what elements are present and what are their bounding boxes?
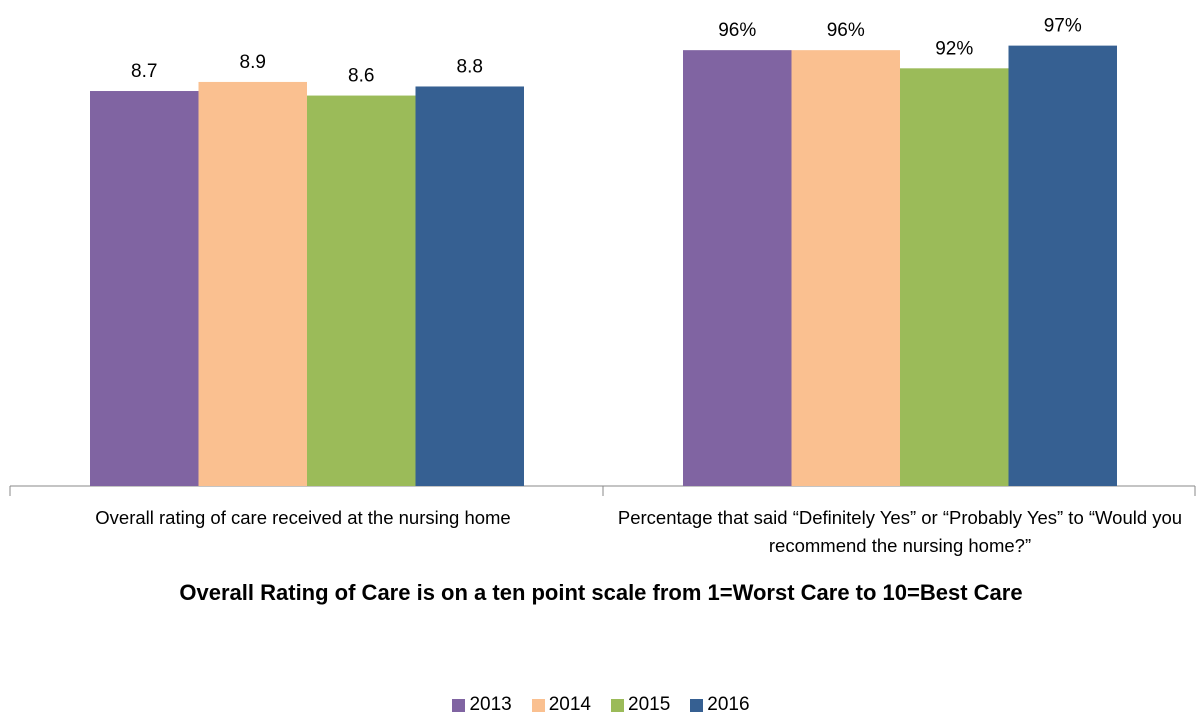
bar [791, 50, 900, 486]
legend-label: 2015 [628, 694, 671, 715]
legend-swatch [531, 698, 545, 712]
bar [307, 95, 416, 486]
data-label: 8.8 [457, 56, 483, 77]
legend-label: 2014 [548, 694, 591, 715]
legend-swatch [452, 698, 466, 712]
legend-swatch [690, 698, 704, 712]
bar [415, 86, 524, 486]
data-label: 96% [827, 20, 865, 41]
caption: Overall Rating of Care is on a ten point… [179, 580, 1023, 605]
bar [90, 91, 199, 487]
legend-label: 2016 [707, 694, 750, 715]
data-label: 92% [935, 38, 973, 59]
data-label: 8.6 [348, 66, 374, 87]
legend-swatch [611, 698, 624, 712]
data-label: 96% [718, 20, 756, 41]
bar [1008, 45, 1117, 487]
legend-item: 2013 [452, 694, 512, 716]
bar [683, 50, 792, 486]
data-label: 8.9 [240, 52, 266, 73]
data-label: 8.7 [131, 61, 157, 82]
data-label: 97% [1044, 16, 1082, 37]
bar [900, 68, 1009, 486]
legend-label: 2013 [469, 694, 512, 715]
legend: 2013 2014 2015 2016 [0, 694, 1202, 716]
legend-item: 2016 [690, 694, 750, 716]
legend-item: 2014 [531, 694, 591, 716]
x-category-label: Percentage that said “Definitely Yes” or… [617, 507, 1183, 556]
x-category-label: Overall rating of care received at the n… [95, 507, 511, 528]
legend-item: 2015 [611, 694, 670, 716]
bar [198, 81, 307, 486]
